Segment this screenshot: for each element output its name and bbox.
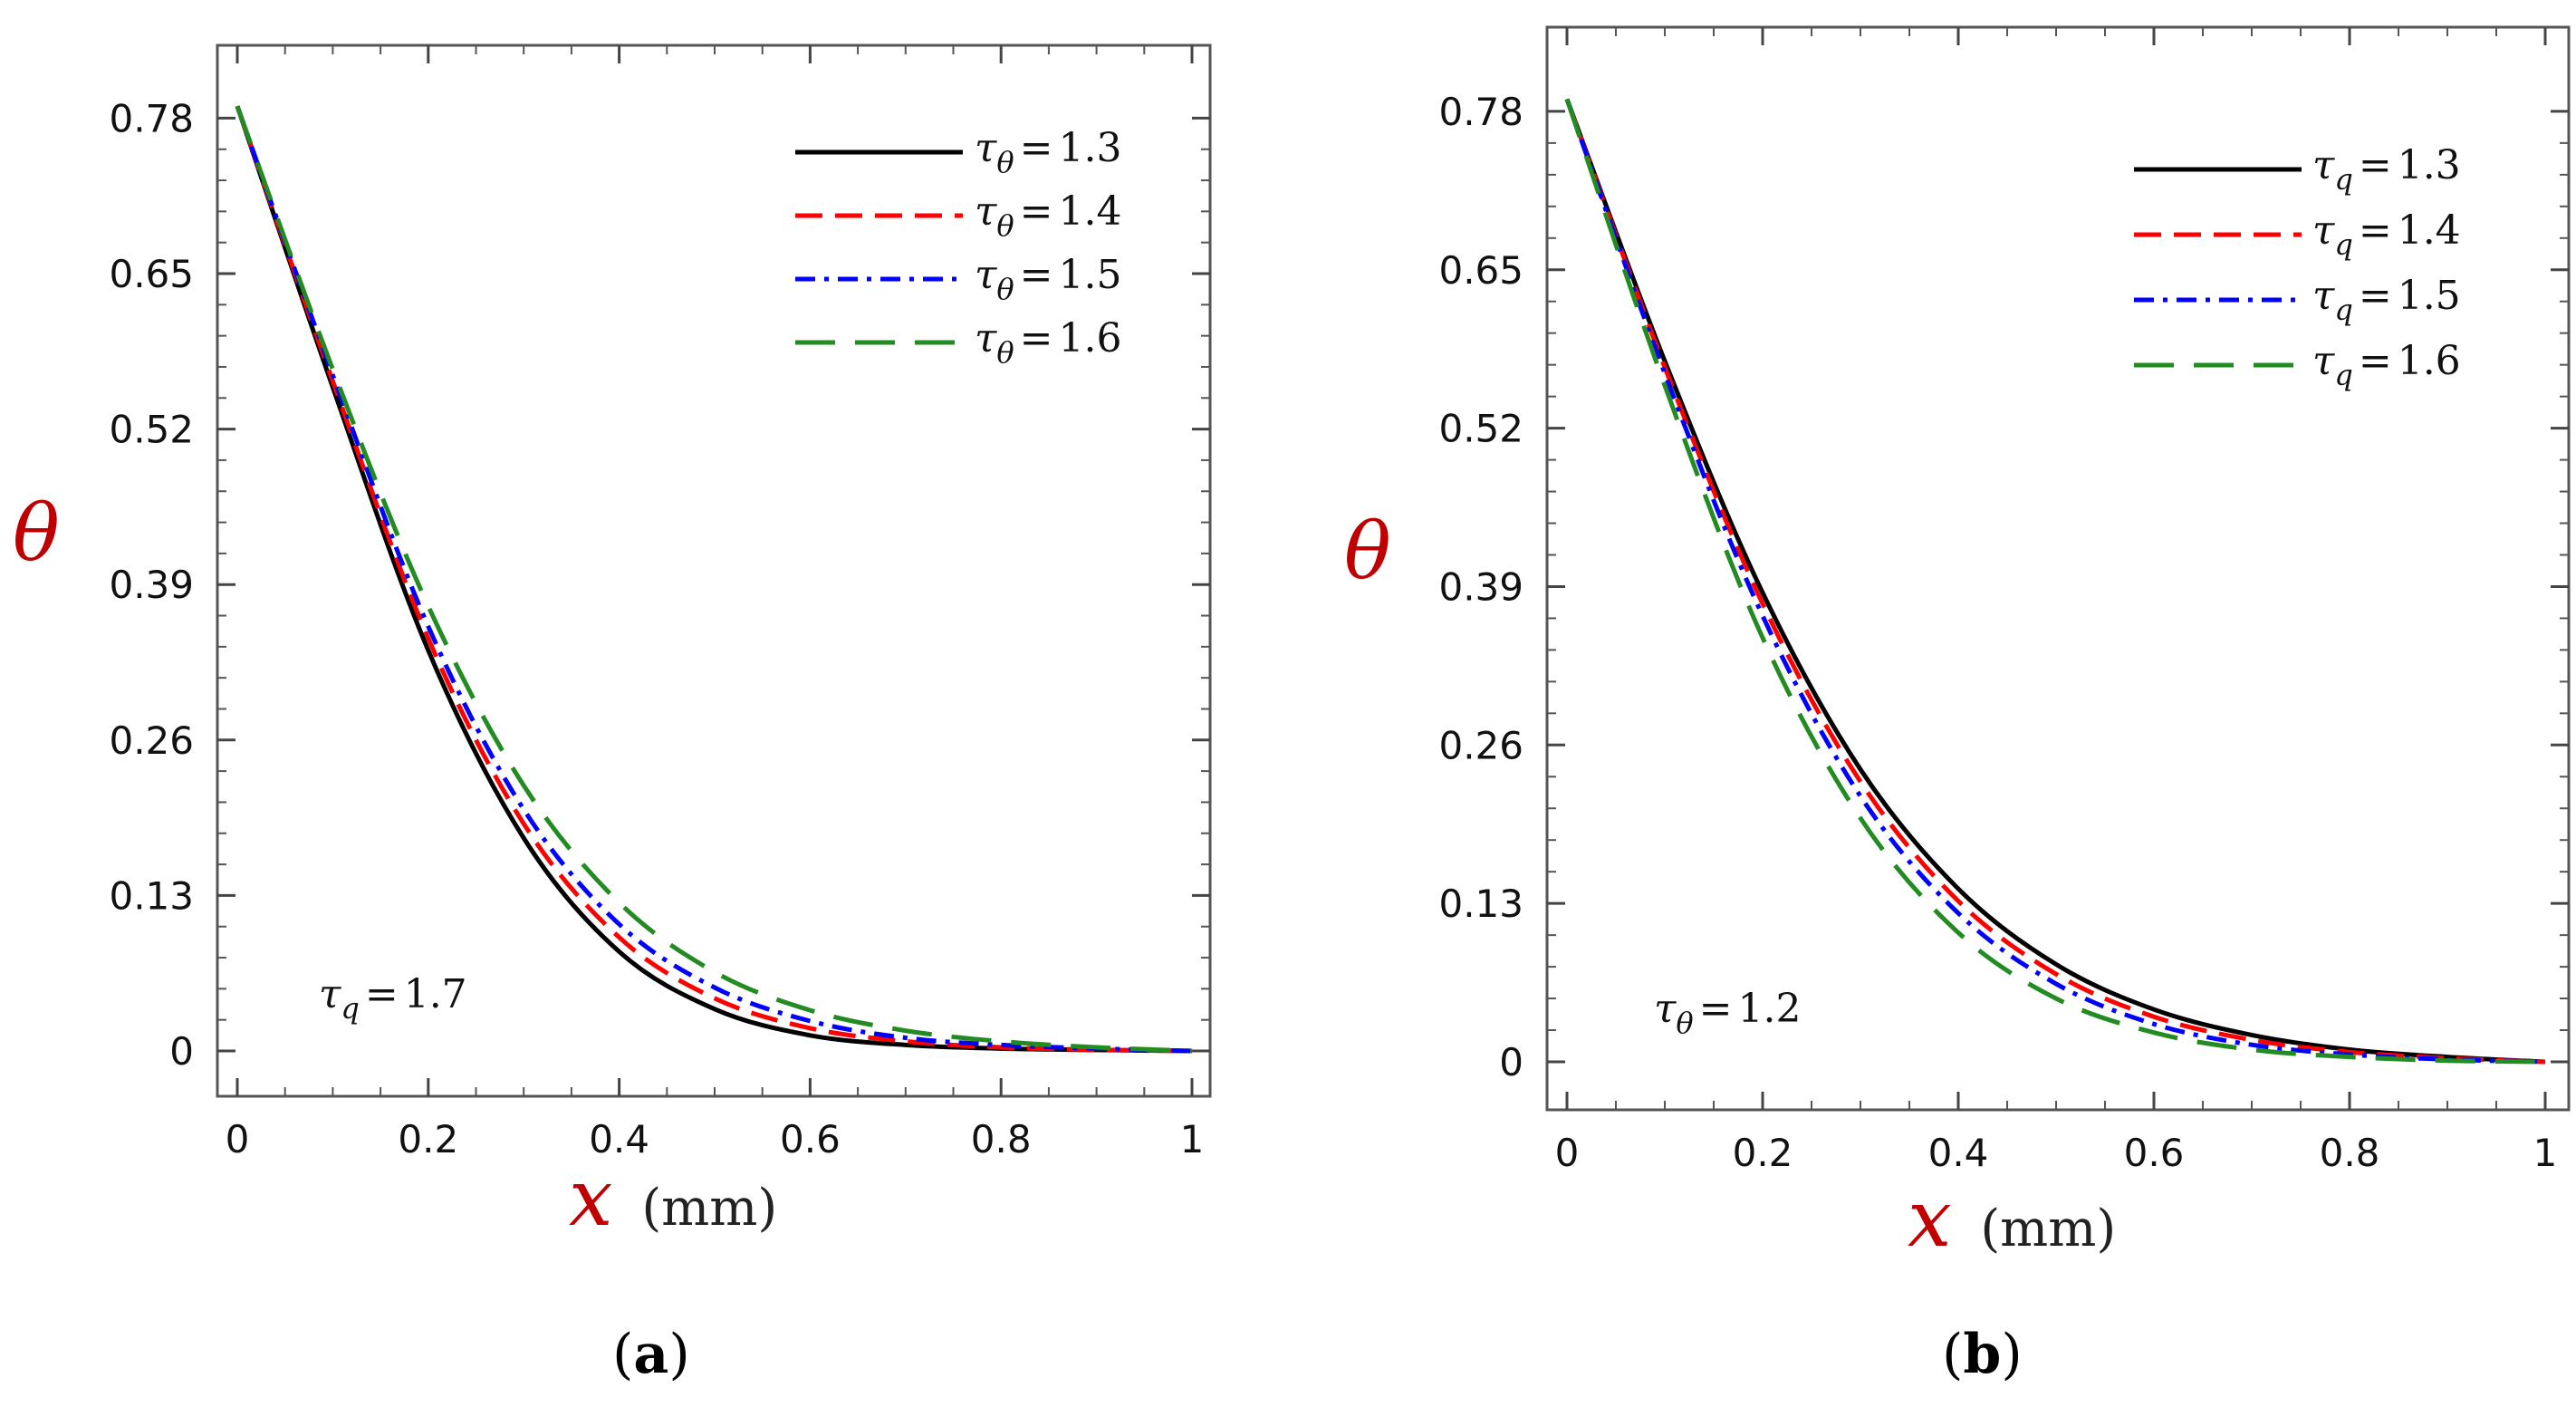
legend-label: τθ = 1.5 [975,252,1121,306]
y-tick-label: 0.78 [109,96,194,140]
x-tick-label: 0.4 [589,1117,649,1161]
series-line-1-5 [235,105,1193,1054]
y-axis-label: θ [1344,506,1391,597]
y-tick-label: 0.26 [1438,723,1523,767]
x-axis-label: x (mm) [569,1153,777,1244]
series-line-1-6 [235,105,1193,1054]
x-tick-label: 0.6 [780,1117,841,1161]
legend-label: τθ = 1.3 [975,125,1121,179]
y-axis-label: θ [13,488,60,579]
x-tick-label: 0 [1555,1131,1580,1175]
legend-label: τq = 1.3 [2312,142,2461,197]
x-tick-label: 0.6 [2124,1131,2185,1175]
series-line-1-4 [1564,98,2546,1065]
legend-label: τθ = 1.4 [975,188,1121,243]
panel-label: (a) [612,1323,690,1386]
legend-label: τq = 1.4 [2312,207,2461,262]
panel-b: 0 0.13 0.26 0.39 0.52 0.65 0.78 0 0.2 0.4 0.6 0.8 1 τ… [1344,25,2571,1386]
y-tick-label: 0.78 [1438,90,1523,134]
y-tick-label: 0.13 [1438,882,1523,926]
x-tick-label: 0.8 [971,1117,1032,1161]
series-line-1-5 [1564,98,2546,1065]
y-tick-label: 0.52 [109,408,194,452]
y-tick-label: 0.26 [109,718,194,763]
x-tick-label: 1 [1180,1117,1205,1161]
y-tick-label: 0.13 [109,873,194,918]
series-line-1-3 [1564,98,2546,1065]
legend-label: τθ = 1.6 [975,315,1121,370]
y-tick-label: 0.65 [1438,248,1523,293]
y-tick-label: 0.39 [1438,564,1523,609]
legend-label: τq = 1.5 [2312,273,2461,327]
x-tick-label: 0.2 [398,1117,458,1161]
panel-label: (b) [1942,1323,2023,1386]
parameter-annotation: τθ = 1.2 [1654,986,1801,1040]
legend-label: τq = 1.6 [2312,338,2461,392]
x-tick-label: 0.2 [1733,1131,1793,1175]
y-tick-label: 0 [169,1029,194,1074]
x-tick-label: 0.4 [1928,1131,1989,1175]
y-tick-label: 0.52 [1438,407,1523,451]
y-tick-label: 0.39 [109,563,194,607]
x-tick-label: 0.8 [2320,1131,2380,1175]
x-axis-label: x (mm) [1908,1174,2116,1265]
x-tick-label: 1 [2533,1131,2558,1175]
series-line-1-4 [235,105,1193,1054]
panel-a: 0 0.13 0.26 0.39 0.52 0.65 0.78 0 0.2 0.4 0.6 0.8 1 τ… [13,43,1212,1386]
parameter-annotation: τq = 1.7 [319,971,467,1026]
plot-frame [216,43,1212,1098]
plot-frame [1545,25,2571,1112]
x-tick-label: 0 [226,1117,250,1161]
y-tick-label: 0 [1499,1040,1523,1084]
series-line-1-6 [1564,98,2546,1065]
y-tick-label: 0.65 [109,252,194,296]
